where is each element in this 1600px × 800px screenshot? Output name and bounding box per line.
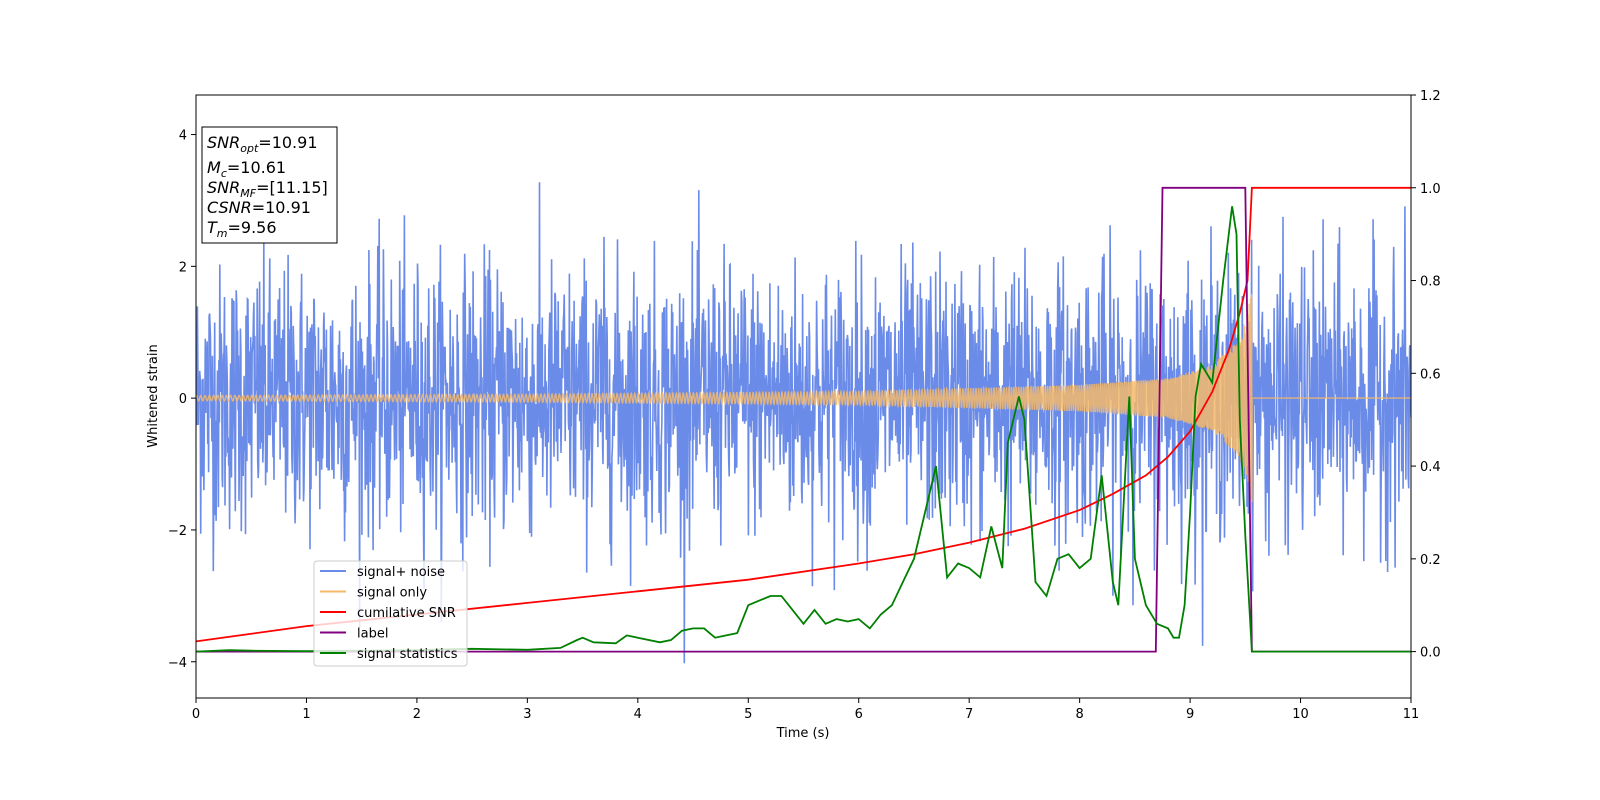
legend-label: signal+ noise	[357, 565, 445, 580]
y2-tick-label: 0.0	[1420, 646, 1441, 661]
info-mc: Mc=10.61	[207, 158, 286, 180]
y2-tick-label: 0.2	[1420, 553, 1441, 568]
y2-tick-label: 1.2	[1420, 89, 1441, 104]
x-tick-label: 0	[192, 707, 200, 722]
legend-label: signal statistics	[357, 647, 458, 662]
x-tick-label: 11	[1403, 707, 1420, 722]
y-tick-label: 0	[179, 392, 187, 407]
y2-tick-label: 0.4	[1420, 460, 1441, 475]
x-tick-label: 10	[1292, 707, 1309, 722]
y-axis-label: Whitened strain	[146, 344, 161, 447]
x-axis-label: Time (s)	[776, 726, 830, 741]
info-tm: Tm=9.56	[207, 218, 277, 240]
info-csnr: CSNR=10.91	[207, 198, 311, 217]
legend: signal+ noise signal only cumilative SNR la…	[313, 560, 468, 667]
x-tick-label: 2	[413, 707, 421, 722]
plot-area	[196, 182, 1411, 664]
series-signal-statistics	[196, 206, 1411, 653]
series-cumilative-snr	[196, 186, 1411, 643]
x-tick-label: 7	[965, 707, 973, 722]
info-box: SNRopt=10.91 Mc=10.61 SNRMF=[11.15] CSNR…	[201, 126, 338, 244]
x-tick-label: 9	[1186, 707, 1194, 722]
y-tick-label: 4	[179, 129, 187, 144]
legend-label: signal only	[357, 586, 427, 601]
y-tick-label: −4	[168, 656, 187, 671]
legend-label: cumilative SNR	[357, 606, 456, 621]
legend-frame	[313, 560, 468, 667]
y-axis-left: −4 −2 0 2 4	[168, 129, 196, 671]
y-axis-right: 0.0 0.2 0.4 0.6 0.8 1.0 1.2	[1411, 89, 1441, 661]
x-tick-label: 5	[744, 707, 752, 722]
x-axis: 0 1 2 3 4 5 6 7 8 9 10 11	[192, 698, 1419, 722]
info-snr-mf: SNRMF=[11.15]	[207, 178, 328, 200]
info-snr-opt: SNRopt=10.91	[207, 133, 318, 155]
x-tick-label: 6	[855, 707, 863, 722]
legend-label: label	[357, 627, 388, 642]
series-signal-only	[196, 293, 1411, 503]
y2-tick-label: 0.8	[1420, 275, 1441, 290]
x-tick-label: 4	[634, 707, 642, 722]
info-box-frame	[201, 126, 338, 244]
x-tick-label: 8	[1075, 707, 1083, 722]
series-layer	[196, 182, 1411, 664]
x-tick-label: 1	[302, 707, 310, 722]
x-tick-label: 3	[523, 707, 531, 722]
plot-frame	[195, 94, 1412, 699]
y2-tick-label: 0.6	[1420, 367, 1441, 382]
y-tick-label: −2	[168, 524, 187, 539]
y-tick-label: 2	[179, 260, 187, 275]
y2-tick-label: 1.0	[1420, 182, 1441, 197]
